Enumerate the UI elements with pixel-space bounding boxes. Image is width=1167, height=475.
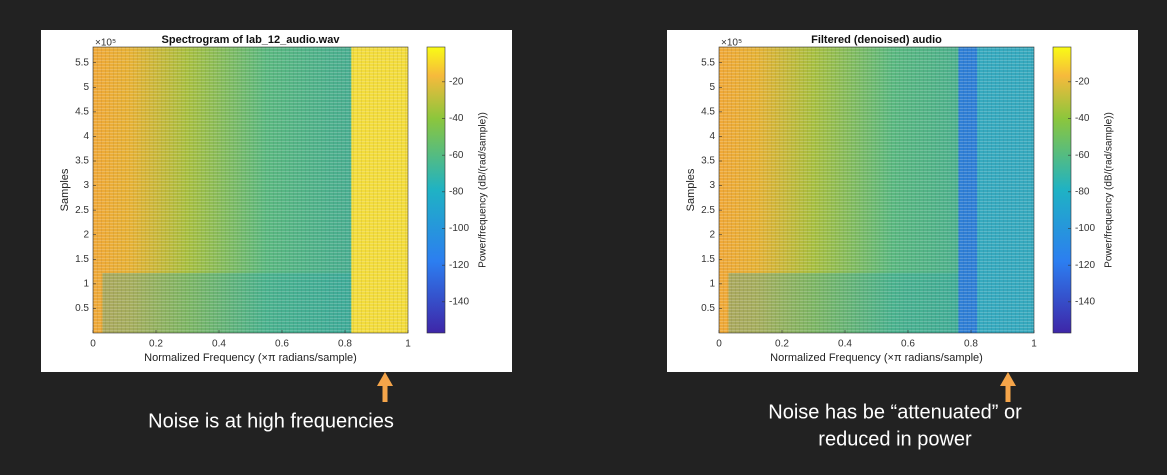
y-tick-label: 3 [83,180,89,191]
y-tick-label: 0.5 [75,303,89,314]
colorbar-label: Power/frequency (dB/(rad/sample)) [1104,112,1115,268]
y-tick-label: 5.5 [75,57,89,68]
colorbar-tick-label: -120 [1075,260,1095,271]
y-tick-label: 4 [83,131,89,142]
y-tick-label: 2 [709,229,715,240]
colorbar-tick-label: -40 [449,113,464,124]
chart-title: Spectrogram of lab_12_audio.wav [162,34,341,46]
x-tick-label: 0.4 [838,339,852,350]
y-exponent: ×10⁵ [95,38,116,49]
colorbar-tick-label: -80 [449,186,464,197]
colorbar-tick-label: -140 [1075,296,1095,307]
y-tick-label: 1.5 [701,254,715,265]
x-tick-label: 0.6 [901,339,915,350]
y-tick-label: 1 [83,278,89,289]
colorbar-tick-label: -60 [1075,150,1090,161]
x-tick-label: 0.6 [275,339,289,350]
y-axis-label: Samples [59,168,71,211]
colorbar-tick-label: -100 [1075,223,1095,234]
spectrogram-texture [93,47,408,333]
colorbar-tick-label: -20 [449,76,464,87]
colorbar [426,46,446,334]
axes-frame [92,46,409,334]
colorbar [1052,46,1072,334]
y-axis-label: Samples [685,168,697,211]
y-tick-label: 1.5 [75,254,89,265]
x-tick-label: 1 [405,339,411,350]
y-tick-label: 2 [83,229,89,240]
colorbar-label: Power/frequency (dB/(rad/sample)) [478,112,489,268]
colorbar-tick-label: -120 [449,260,469,271]
y-exponent: ×10⁵ [721,38,742,49]
x-tick-label: 0.8 [338,339,352,350]
y-tick-label: 4.5 [75,107,89,118]
colorbar-tick-label: -60 [449,150,464,161]
axes-frame [718,46,1035,334]
x-axis-label: Normalized Frequency (×π radians/sample) [770,352,983,364]
colorbar-tick-label: -140 [449,296,469,307]
caption: reduced in power [818,428,972,450]
chart-title: Filtered (denoised) audio [811,34,942,46]
arrow-head [377,372,393,386]
y-tick-label: 3.5 [701,156,715,167]
y-tick-label: 2.5 [75,205,89,216]
colorbar-tick-label: -80 [1075,186,1090,197]
x-tick-label: 0 [716,339,722,350]
colorbar-tick-label: -100 [449,223,469,234]
y-tick-label: 5 [709,82,715,93]
x-tick-label: 0.2 [775,339,789,350]
colorbar-tick-label: -40 [1075,113,1090,124]
y-tick-label: 3 [709,180,715,191]
y-tick-label: 3.5 [75,156,89,167]
x-tick-label: 0.2 [149,339,163,350]
x-tick-label: 0.4 [212,339,226,350]
y-tick-label: 1 [709,278,715,289]
figure-panel: Filtered (denoised) audio ×10⁵ 0 0.2 0.4 0.6 0… [667,30,1138,372]
y-tick-label: 0.5 [701,303,715,314]
caption: Noise has be “attenuated” or [768,401,1022,423]
x-tick-label: 1 [1031,339,1037,350]
y-tick-label: 4 [709,131,715,142]
y-tick-label: 5.5 [701,57,715,68]
spectrogram-texture [719,47,1034,333]
x-tick-label: 0 [90,339,96,350]
y-tick-label: 4.5 [701,107,715,118]
y-tick-label: 5 [83,82,89,93]
colorbar-tick-label: -20 [1075,76,1090,87]
x-axis-label: Normalized Frequency (×π radians/sample) [144,352,357,364]
caption: Noise is at high frequencies [148,410,394,432]
arrow-head [1000,372,1016,386]
x-tick-label: 0.8 [964,339,978,350]
figure-panel: Spectrogram of lab_12_audio.wav ×10⁵ 0 0.2 0… [41,30,512,372]
y-tick-label: 2.5 [701,205,715,216]
